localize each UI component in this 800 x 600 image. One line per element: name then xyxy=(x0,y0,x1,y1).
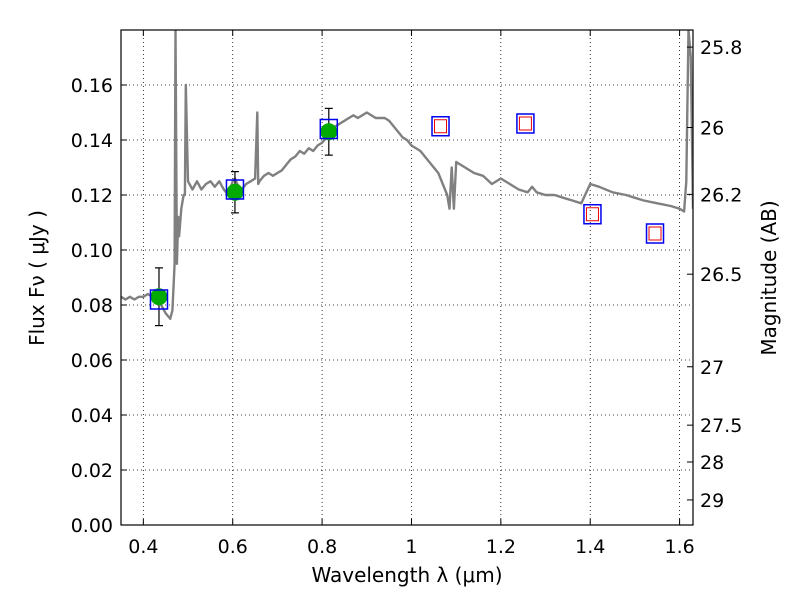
x-tick-label: 0.6 xyxy=(218,536,248,558)
y-axis-title: Flux Fν ( μJy ) xyxy=(25,210,49,346)
detection-point xyxy=(226,183,244,201)
y-tick-label: 0.16 xyxy=(71,75,113,97)
x-tick-label: 0.4 xyxy=(128,536,158,558)
upper-limit-marker xyxy=(518,116,532,131)
x-tick-label: 1.6 xyxy=(664,536,694,558)
plot-frame xyxy=(120,29,694,526)
detection-point xyxy=(320,123,338,141)
y-tick-label: 0.06 xyxy=(71,350,113,372)
model-photometry-box xyxy=(431,116,450,137)
x-axis-title: Wavelength λ (μm) xyxy=(311,563,502,587)
y-tick-label: 0.02 xyxy=(71,460,113,482)
mag-tick-label: 26.2 xyxy=(700,184,742,206)
model-photometry-box xyxy=(583,204,602,225)
y2-axis-title: Magnitude (AB) xyxy=(757,200,781,355)
grid xyxy=(121,30,693,526)
points-layer xyxy=(149,107,665,327)
y-tick-label: 0.10 xyxy=(71,240,113,262)
mag-tick-label: 26 xyxy=(700,118,724,140)
mag-tick-label: 29 xyxy=(700,490,724,512)
x-tick-label: 1 xyxy=(405,536,417,558)
upper-limit-marker xyxy=(585,207,599,222)
upper-limit-marker xyxy=(434,119,448,134)
mag-tick-label: 27.5 xyxy=(700,415,742,437)
ticks: 0.4 0.6 0.8 1 1.2 1.4 1.6 0.00 0.02 0.04 0.06 0.08 0… xyxy=(71,30,742,558)
spectrum-layer xyxy=(121,30,693,320)
template-spectrum-line xyxy=(121,30,693,320)
detection-point xyxy=(150,288,168,306)
model-photometry-box xyxy=(516,113,535,134)
mag-tick-label: 25.8 xyxy=(700,37,742,59)
x-tick-label: 1.4 xyxy=(575,536,605,558)
x-tick-label: 1.2 xyxy=(486,536,516,558)
x-tick-label: 0.8 xyxy=(307,536,337,558)
y-tick-label: 0.14 xyxy=(71,130,113,152)
mag-tick-label: 26.5 xyxy=(700,264,742,286)
y-tick-label: 0.04 xyxy=(71,405,113,427)
model-photometry-box xyxy=(645,223,665,244)
model-photometry-box xyxy=(149,289,169,310)
y-tick-label: 0.12 xyxy=(71,185,113,207)
mag-tick-label: 27 xyxy=(700,357,724,379)
y-tick-label: 0.08 xyxy=(71,295,113,317)
mag-tick-label: 28 xyxy=(700,452,724,474)
upper-limit-marker xyxy=(648,226,662,241)
y-tick-label: 0.00 xyxy=(71,515,113,537)
model-photometry-box xyxy=(225,179,245,200)
model-photometry-box xyxy=(319,118,339,140)
